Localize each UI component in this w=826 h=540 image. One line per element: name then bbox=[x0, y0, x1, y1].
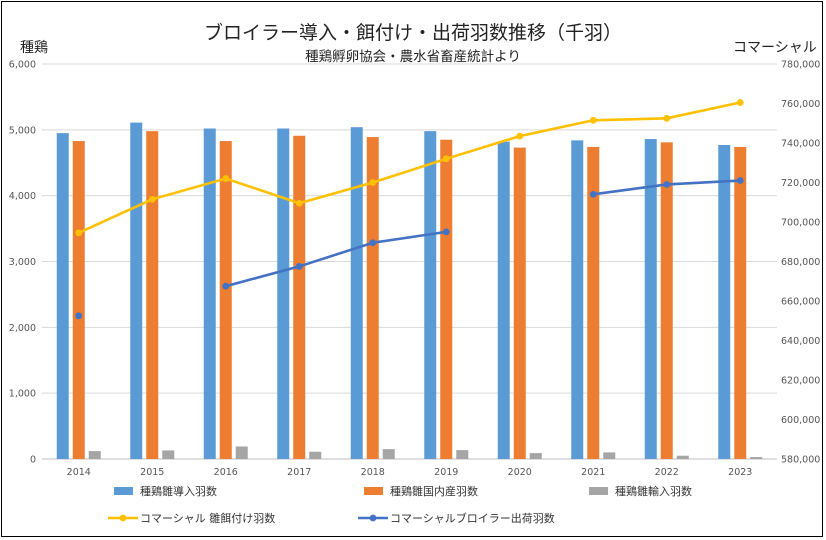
left-tick-label: 6,000 bbox=[9, 60, 36, 71]
bar bbox=[382, 449, 395, 459]
right-tick-label: 600,000 bbox=[781, 415, 820, 426]
series-line bbox=[78, 101, 741, 235]
right-tick-label: 580,000 bbox=[781, 455, 820, 466]
x-tick-label: 2018 bbox=[361, 467, 385, 478]
right-tick-label: 780,000 bbox=[781, 60, 820, 71]
bar bbox=[644, 139, 657, 460]
bar bbox=[56, 133, 69, 459]
series-point bbox=[148, 195, 156, 203]
series-point bbox=[589, 116, 597, 124]
legend-swatch bbox=[114, 487, 133, 495]
legend-swatch bbox=[589, 487, 608, 495]
left-tick-label: 3,000 bbox=[9, 257, 36, 268]
bar bbox=[529, 453, 542, 459]
right-tick-label: 700,000 bbox=[781, 218, 820, 229]
bar bbox=[718, 144, 731, 459]
x-tick-label: 2020 bbox=[508, 467, 532, 478]
series-point bbox=[295, 199, 303, 207]
right-tick-label: 720,000 bbox=[781, 178, 820, 189]
series-point bbox=[369, 239, 377, 247]
x-tick-label: 2019 bbox=[434, 467, 458, 478]
x-tick-label: 2016 bbox=[214, 467, 238, 478]
bar bbox=[440, 139, 453, 460]
left-tick-label: 1,000 bbox=[9, 389, 36, 400]
bar bbox=[513, 147, 526, 459]
bar bbox=[235, 446, 248, 459]
bar bbox=[571, 140, 584, 459]
bar bbox=[366, 137, 379, 459]
left-tick-label: 5,000 bbox=[9, 125, 36, 136]
chart-title: ブロイラー導入・餌付け・出荷羽数推移（千羽） bbox=[203, 22, 622, 44]
x-tick-label: 2021 bbox=[581, 467, 605, 478]
x-tick-label: 2017 bbox=[287, 467, 311, 478]
bar bbox=[72, 141, 85, 459]
series-point bbox=[516, 132, 524, 140]
series-point bbox=[736, 177, 744, 184]
x-tick-label: 2015 bbox=[140, 467, 164, 478]
bar bbox=[456, 450, 469, 459]
legend-swatch-marker bbox=[119, 514, 127, 522]
series-point bbox=[295, 263, 303, 270]
right-tick-label: 760,000 bbox=[781, 99, 820, 110]
right-tick-label: 680,000 bbox=[781, 257, 820, 268]
series-point bbox=[369, 179, 377, 186]
right-tick-label: 660,000 bbox=[781, 297, 820, 308]
legend-swatch-marker bbox=[369, 514, 377, 522]
legend-label: コマーシャルブロイラー出荷羽数 bbox=[390, 511, 555, 525]
x-tick-label: 2023 bbox=[728, 467, 752, 478]
right-tick-label: 640,000 bbox=[781, 336, 820, 347]
left-tick-label: 2,000 bbox=[9, 323, 36, 334]
series-point bbox=[222, 282, 230, 290]
bar bbox=[587, 146, 600, 459]
x-tick-label: 2022 bbox=[655, 467, 679, 478]
bar bbox=[603, 452, 616, 459]
bar bbox=[734, 146, 747, 459]
legend-swatch bbox=[364, 487, 383, 495]
bar bbox=[203, 128, 216, 459]
legend-label: 種鶏雛輸入羽数 bbox=[615, 484, 692, 498]
x-tick-label: 2014 bbox=[67, 467, 91, 478]
legend-label: コマーシャル 雛餌付け羽数 bbox=[140, 511, 275, 525]
bar bbox=[88, 451, 101, 459]
series-point bbox=[663, 114, 671, 122]
series-point bbox=[663, 181, 671, 188]
bar bbox=[130, 122, 143, 459]
series-point bbox=[442, 155, 450, 163]
legend-label: 種鶏雛国内産羽数 bbox=[390, 484, 478, 498]
bar bbox=[219, 141, 232, 459]
bar bbox=[146, 131, 159, 459]
bar bbox=[676, 455, 689, 459]
series-point bbox=[222, 175, 230, 182]
legend-label: 種鶏雛導入羽数 bbox=[140, 484, 217, 498]
left-tick-label: 0 bbox=[30, 455, 36, 466]
series-point bbox=[736, 99, 744, 106]
chart-subtitle: 種鶏孵卵協会・農水省畜産統計より bbox=[305, 49, 521, 65]
bar bbox=[277, 128, 290, 459]
right-tick-label: 740,000 bbox=[781, 139, 820, 150]
right-axis-label: コマーシャル bbox=[733, 40, 817, 56]
bar bbox=[497, 141, 510, 459]
bar bbox=[424, 131, 437, 459]
left-tick-label: 4,000 bbox=[9, 191, 36, 202]
series-point bbox=[589, 190, 597, 198]
series-point bbox=[75, 229, 83, 237]
bar bbox=[309, 451, 322, 459]
bar bbox=[350, 127, 363, 459]
right-tick-label: 620,000 bbox=[781, 376, 820, 387]
bar bbox=[660, 142, 673, 459]
bar bbox=[293, 135, 306, 459]
series-point bbox=[75, 312, 83, 320]
bar bbox=[162, 450, 175, 459]
series-line bbox=[225, 230, 447, 288]
left-axis-label: 種鶏 bbox=[20, 40, 48, 56]
series-point bbox=[442, 228, 450, 236]
bar bbox=[750, 457, 763, 459]
